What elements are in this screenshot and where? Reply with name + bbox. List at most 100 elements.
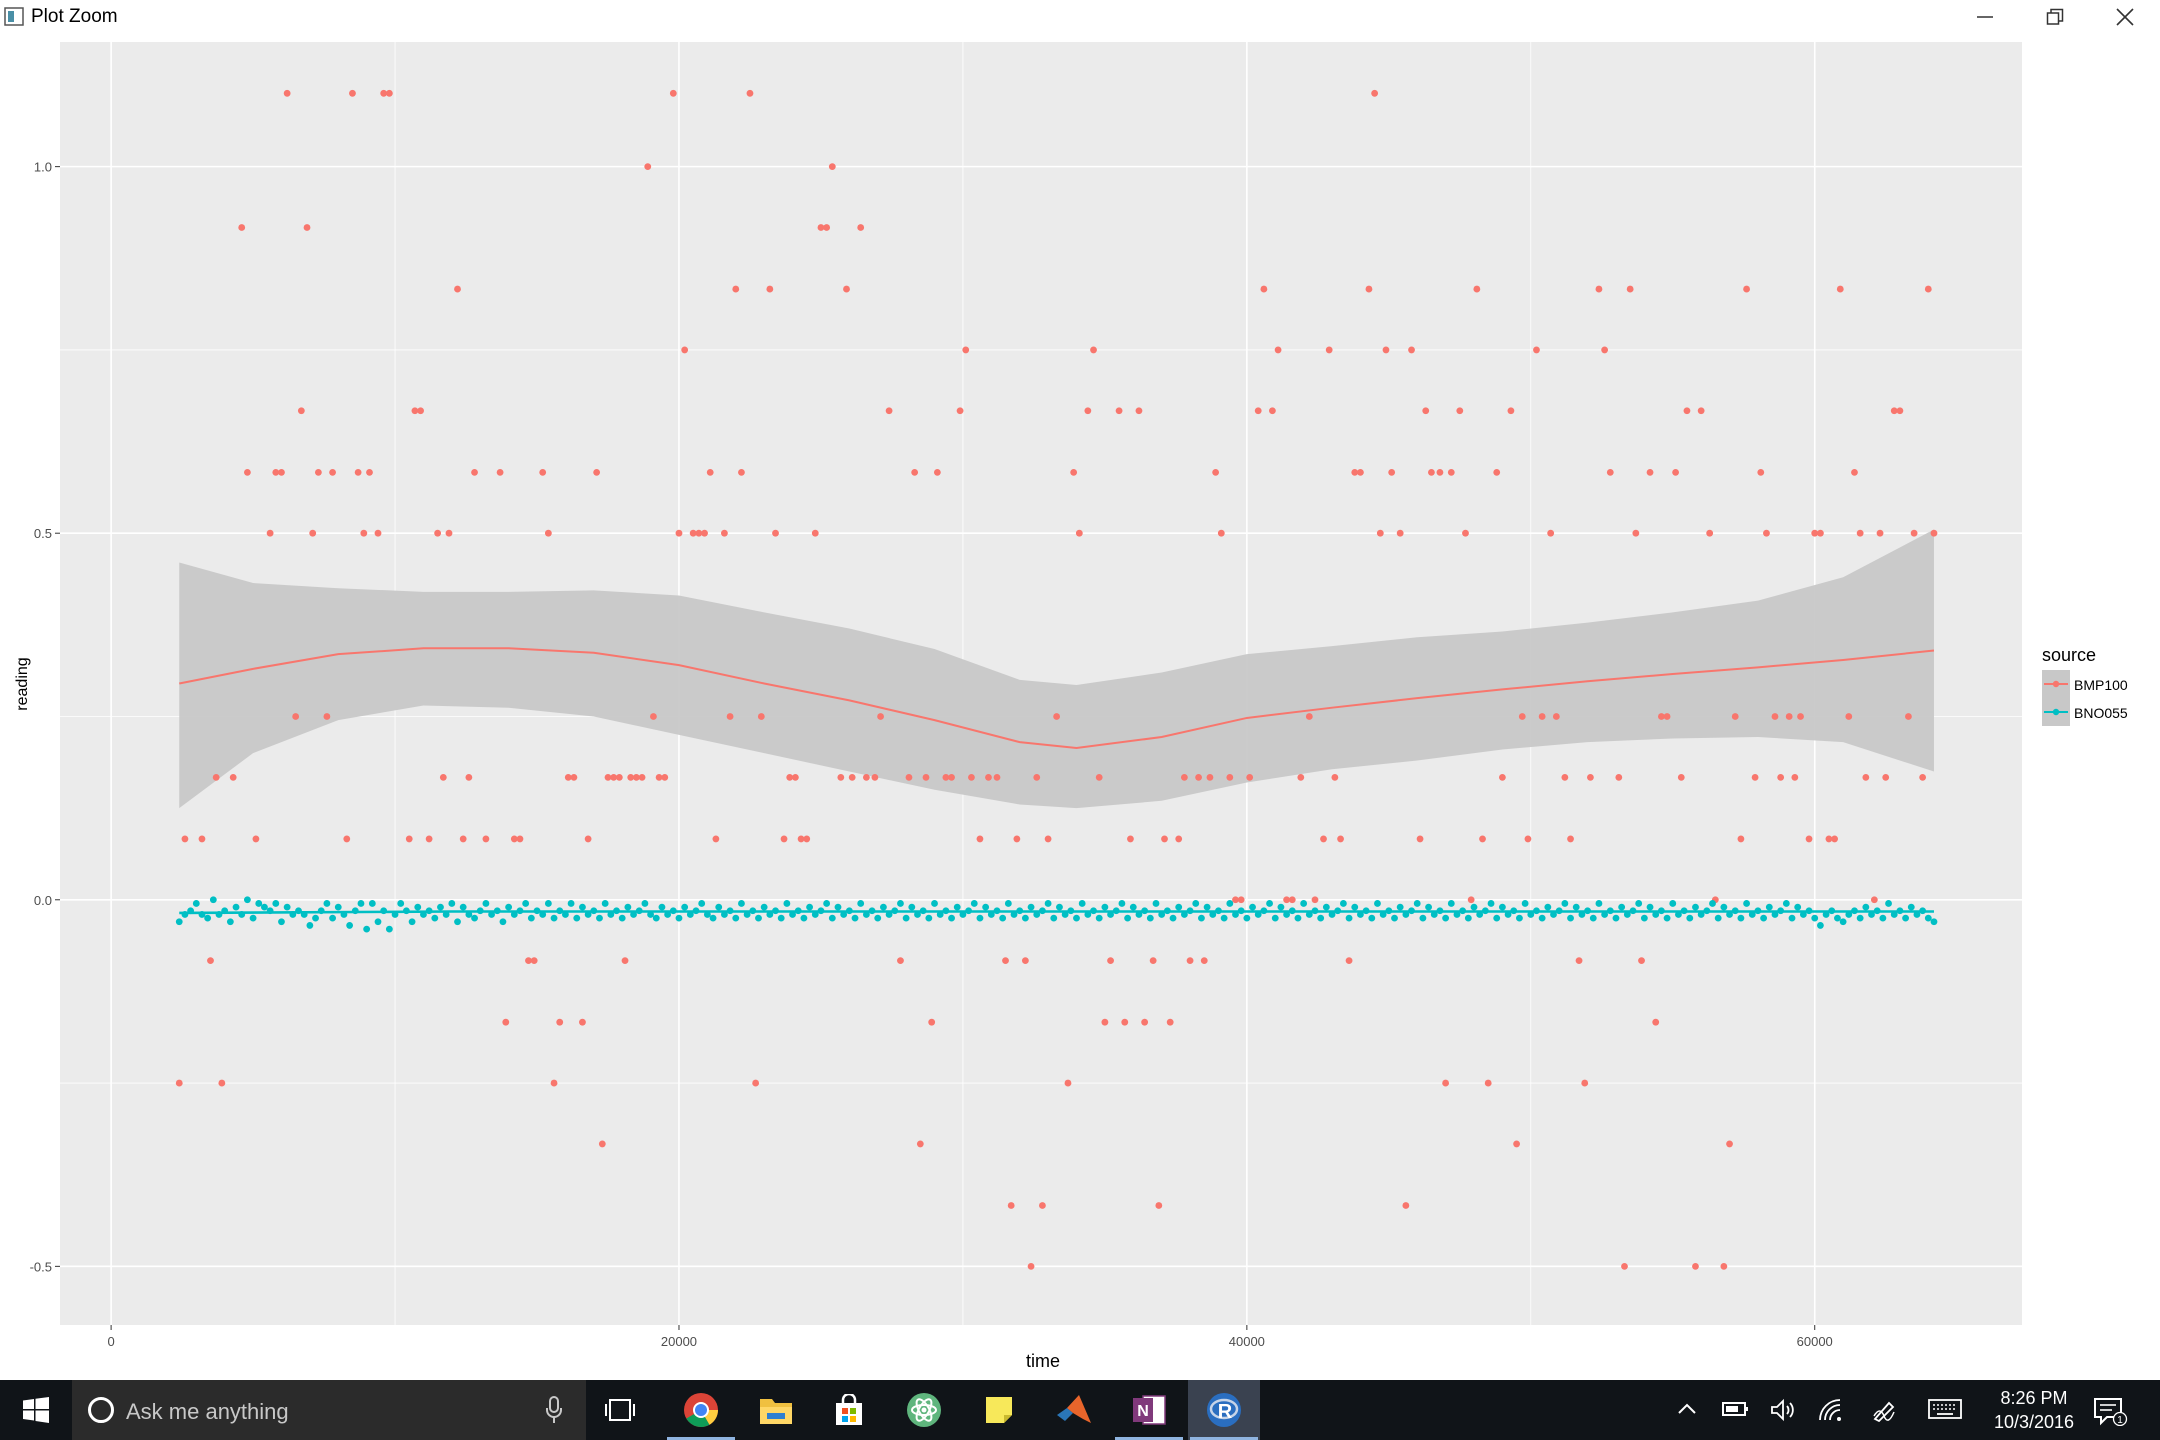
point-bno055 [323,900,331,907]
point-bno055 [1442,914,1450,922]
point-bno055 [1056,903,1063,911]
notification-center-icon[interactable]: 1 [2092,1396,2128,1426]
task-view-icon[interactable] [604,1396,636,1424]
close-button[interactable] [2090,0,2160,34]
system-clock[interactable]: 8:26 PM 10/3/2016 [1968,1386,2100,1434]
legend-label-bmp100: BMP100 [2074,677,2128,693]
point-bno055 [970,900,978,907]
point-bmp100 [993,773,1001,781]
taskbar-app-r[interactable]: R [1188,1380,1260,1440]
point-bmp100 [1587,773,1594,781]
x-axis-label: time [1026,1351,1060,1371]
point-bmp100 [1237,896,1245,904]
point-bmp100 [1646,468,1654,476]
point-bno055 [1646,903,1654,911]
start-button[interactable] [0,1380,72,1440]
point-bmp100 [962,346,970,354]
taskbar-app-sticky-notes[interactable] [963,1380,1035,1440]
search-box[interactable]: Ask me anything [72,1380,586,1440]
point-bmp100 [803,835,811,843]
notification-count: 1 [2117,1415,2123,1426]
point-bmp100 [252,835,260,843]
point-bmp100 [1021,957,1029,965]
point-bno055 [880,903,887,911]
point-bno055 [1572,903,1580,911]
legend: source BMP100 BNO055 [2042,645,2128,726]
point-bno055 [953,903,961,911]
point-bmp100 [593,468,601,476]
microphone-icon[interactable] [545,1396,563,1424]
restore-button[interactable] [2020,0,2090,34]
point-bmp100 [843,285,850,293]
point-bmp100 [1217,529,1225,537]
confidence-ribbons [179,529,1934,809]
svg-text:N: N [1137,1403,1149,1420]
point-bmp100 [1632,529,1640,537]
point-bmp100 [1288,896,1296,904]
legend-dot-bno055 [2052,708,2060,716]
point-bmp100 [272,468,280,476]
point-bmp100 [706,468,714,476]
taskbar-app-file-explorer[interactable] [740,1380,812,1440]
point-bmp100 [1706,529,1714,537]
point-bno055 [1277,903,1285,911]
keyboard-icon[interactable] [1928,1398,1962,1420]
taskbar-app-atom[interactable] [888,1380,960,1440]
network-icon[interactable] [1818,1398,1844,1422]
point-bno055 [1095,914,1103,922]
point-bmp100 [1044,835,1052,843]
point-bmp100 [1561,773,1569,781]
point-bmp100 [516,835,524,843]
point-bno055 [1862,903,1870,911]
point-bno055 [1470,903,1478,911]
point-bmp100 [1002,957,1009,965]
point-bno055 [1589,914,1597,922]
point-bmp100 [1845,713,1853,720]
minimize-button[interactable] [1950,0,2020,34]
taskbar-app-onenote[interactable]: N [1113,1380,1185,1440]
battery-icon[interactable] [1722,1398,1750,1420]
point-bno055 [681,903,689,911]
point-bmp100 [1141,1018,1149,1026]
x-tick-label: 0 [107,1334,114,1349]
point-bmp100 [1924,285,1932,293]
point-bno055 [357,900,365,907]
taskbar-app-matlab[interactable] [1038,1380,1110,1440]
point-bmp100 [1039,1202,1046,1209]
point-bmp100 [1473,285,1481,293]
point-bno055 [1902,914,1909,922]
taskbar: Ask me anything [0,1380,2160,1440]
point-bmp100 [1652,1018,1660,1026]
point-bno055 [209,896,217,904]
point-bno055 [255,900,263,907]
point-bno055 [397,900,405,907]
point-bmp100 [323,713,331,720]
point-bmp100 [1422,407,1430,415]
point-bmp100 [1720,1262,1728,1270]
point-bmp100 [1260,285,1268,293]
point-bno055 [1118,900,1126,907]
point-bmp100 [1416,835,1424,843]
point-bno055 [329,914,336,922]
point-bmp100 [380,89,388,97]
point-bno055 [1669,900,1677,907]
point-bno055 [715,903,723,911]
taskbar-app-chrome[interactable] [665,1380,737,1440]
pen-icon[interactable] [1872,1398,1898,1422]
point-bmp100 [1882,773,1890,781]
point-bno055 [902,914,910,922]
point-bmp100 [1325,346,1333,354]
point-bmp100 [434,529,442,537]
point-bmp100 [786,773,794,781]
point-bmp100 [1601,346,1609,354]
point-bmp100 [746,89,754,97]
point-bno055 [806,903,813,911]
point-bmp100 [1436,468,1444,476]
point-bmp100 [675,529,683,537]
taskbar-app-store[interactable] [813,1380,885,1440]
volume-icon[interactable] [1770,1398,1798,1422]
chevron-up-icon[interactable] [1676,1398,1698,1420]
point-bmp100 [1428,468,1435,476]
point-bno055 [1493,914,1501,922]
point-bno055 [1663,914,1671,922]
